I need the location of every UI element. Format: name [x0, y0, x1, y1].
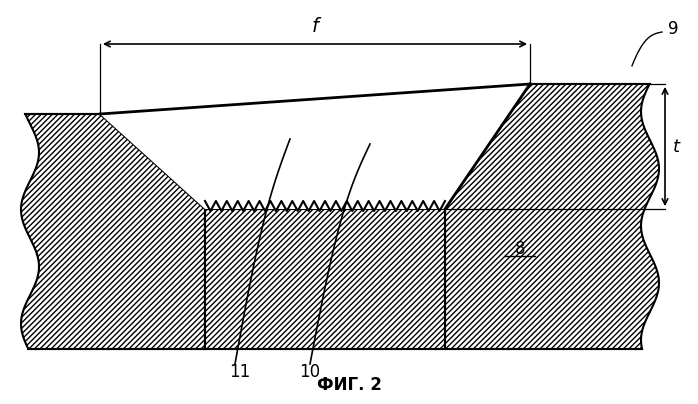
Text: 10: 10 [299, 363, 320, 381]
Text: 9: 9 [668, 20, 678, 38]
Polygon shape [445, 84, 659, 349]
Text: ФИГ. 2: ФИГ. 2 [317, 376, 381, 394]
Polygon shape [100, 84, 530, 209]
Text: 8: 8 [514, 240, 526, 258]
Text: t: t [673, 137, 680, 156]
Polygon shape [205, 209, 445, 349]
Text: 11: 11 [230, 363, 251, 381]
Polygon shape [21, 114, 205, 349]
Text: f: f [311, 17, 318, 36]
